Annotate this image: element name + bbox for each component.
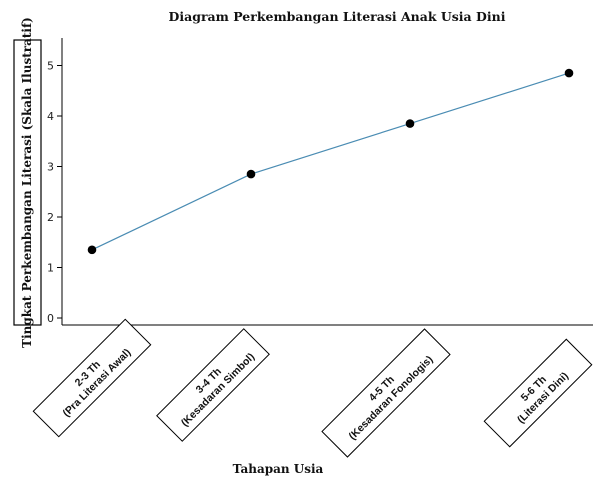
x-axis-label: Tahapan Usia — [233, 462, 324, 476]
y-ticks: 0 1 2 3 4 5 — [47, 60, 62, 325]
y-axis-label-frame — [13, 39, 42, 326]
data-point — [87, 245, 97, 255]
data-point — [246, 169, 256, 179]
series-line — [91, 72, 570, 251]
x-tick-label-frame — [32, 318, 152, 438]
data-series — [87, 68, 574, 255]
y-axis-label-box: Tingkat Perkembangan Literasi (Skala Ilu… — [13, 17, 42, 348]
x-tick-label-frame — [483, 338, 593, 448]
y-axis: 0 1 2 3 4 5 — [47, 38, 63, 325]
x-tick-label: 3-4 Th(Kesadaran Simbol) — [156, 328, 270, 442]
chart-title: Diagram Perkembangan Literasi Anak Usia … — [169, 9, 506, 24]
y-tick-label: 4 — [47, 110, 54, 123]
y-tick-label: 2 — [47, 211, 54, 224]
x-tick-label-frame — [321, 328, 451, 458]
y-tick-label: 3 — [47, 161, 54, 174]
x-tick-label: 4-5 Th(Kesadaran Fonologis) — [321, 328, 451, 458]
x-tick-labels: 2-3 Th(Pra Literasi Awal) 3-4 Th(Kesadara… — [32, 318, 593, 458]
data-point — [564, 68, 574, 78]
y-axis-label: Tingkat Perkembangan Literasi (Skala Ilu… — [20, 17, 34, 348]
y-tick-label: 5 — [47, 60, 54, 73]
data-point — [405, 119, 415, 128]
x-tick-label: 5-6 Th(Literasi Dini) — [483, 338, 593, 448]
x-tick-label: 2-3 Th(Pra Literasi Awal) — [32, 318, 152, 438]
y-tick-label: 1 — [47, 262, 54, 275]
x-tick-label-frame — [156, 328, 270, 442]
y-tick-label: 0 — [47, 312, 54, 325]
